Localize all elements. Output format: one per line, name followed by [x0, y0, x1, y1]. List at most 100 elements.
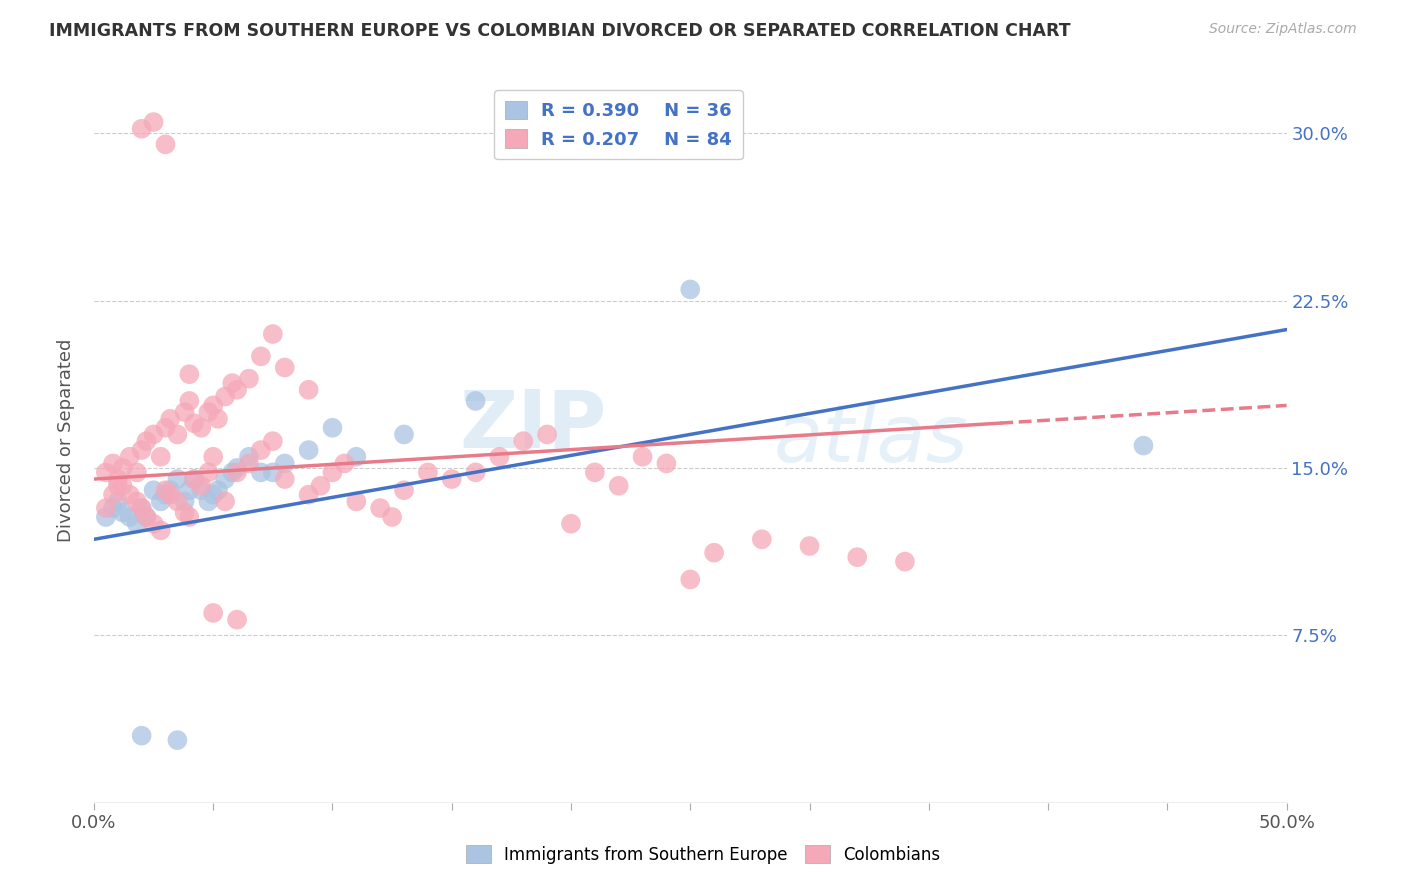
Point: [131, 729, 153, 743]
Point: [607, 479, 630, 493]
Point: [197, 405, 219, 419]
Point: [190, 483, 212, 498]
Point: [190, 421, 212, 435]
Point: [679, 282, 702, 296]
Point: [155, 483, 177, 498]
Point: [131, 443, 153, 458]
Point: [101, 457, 124, 471]
Text: ZIP: ZIP: [460, 386, 607, 465]
Point: [142, 483, 165, 498]
Point: [107, 472, 129, 486]
Point: [344, 450, 367, 464]
Point: [125, 516, 148, 531]
Point: [560, 516, 582, 531]
Point: [512, 434, 534, 449]
Point: [166, 427, 188, 442]
Point: [1132, 439, 1154, 453]
Point: [631, 450, 654, 464]
Point: [274, 360, 297, 375]
Point: [297, 383, 319, 397]
Point: [166, 733, 188, 747]
Point: [226, 383, 249, 397]
Point: [344, 494, 367, 508]
Point: [751, 533, 773, 547]
Point: [107, 494, 129, 508]
Legend: Immigrants from Southern Europe, Colombians: Immigrants from Southern Europe, Colombi…: [460, 838, 946, 871]
Point: [262, 466, 284, 480]
Point: [309, 479, 332, 493]
Point: [274, 457, 297, 471]
Point: [135, 510, 157, 524]
Point: [250, 466, 273, 480]
Point: [440, 472, 463, 486]
Point: [101, 488, 124, 502]
Point: [149, 524, 172, 538]
Text: Source: ZipAtlas.com: Source: ZipAtlas.com: [1209, 22, 1357, 37]
Point: [703, 546, 725, 560]
Text: atlas: atlas: [773, 401, 969, 479]
Point: [159, 412, 181, 426]
Point: [464, 466, 486, 480]
Point: [101, 501, 124, 516]
Point: [392, 483, 415, 498]
Legend: R = 0.390    N = 36, R = 0.207    N = 84: R = 0.390 N = 36, R = 0.207 N = 84: [495, 90, 742, 160]
Point: [226, 461, 249, 475]
Point: [207, 483, 229, 498]
Point: [221, 466, 243, 480]
Point: [202, 450, 225, 464]
Point: [274, 472, 297, 486]
Point: [166, 494, 188, 508]
Point: [416, 466, 439, 480]
Point: [131, 121, 153, 136]
Point: [135, 434, 157, 449]
Point: [368, 501, 391, 516]
Point: [159, 488, 181, 502]
Point: [238, 457, 260, 471]
Point: [94, 501, 117, 516]
Point: [202, 606, 225, 620]
Point: [125, 494, 148, 508]
Point: [149, 450, 172, 464]
Point: [155, 421, 177, 435]
Point: [207, 412, 229, 426]
Point: [166, 472, 188, 486]
Point: [221, 376, 243, 391]
Point: [149, 494, 172, 508]
Point: [250, 443, 273, 458]
Point: [183, 417, 205, 431]
Point: [183, 472, 205, 486]
Point: [111, 461, 134, 475]
Point: [392, 427, 415, 442]
Point: [846, 550, 869, 565]
Point: [464, 394, 486, 409]
Point: [173, 405, 195, 419]
Point: [111, 506, 134, 520]
Point: [321, 466, 343, 480]
Point: [488, 450, 510, 464]
Point: [202, 488, 225, 502]
Point: [226, 466, 249, 480]
Point: [179, 510, 201, 524]
Point: [250, 349, 273, 363]
Point: [131, 501, 153, 516]
Point: [197, 494, 219, 508]
Y-axis label: Divorced or Separated: Divorced or Separated: [58, 338, 75, 541]
Point: [214, 494, 236, 508]
Point: [679, 573, 702, 587]
Point: [155, 488, 177, 502]
Point: [179, 368, 201, 382]
Point: [107, 479, 129, 493]
Point: [190, 479, 212, 493]
Point: [333, 457, 356, 471]
Point: [197, 466, 219, 480]
Point: [111, 479, 134, 493]
Point: [226, 613, 249, 627]
Point: [238, 450, 260, 464]
Point: [262, 434, 284, 449]
Point: [118, 510, 141, 524]
Point: [214, 390, 236, 404]
Point: [799, 539, 821, 553]
Point: [125, 466, 148, 480]
Point: [179, 394, 201, 409]
Point: [118, 450, 141, 464]
